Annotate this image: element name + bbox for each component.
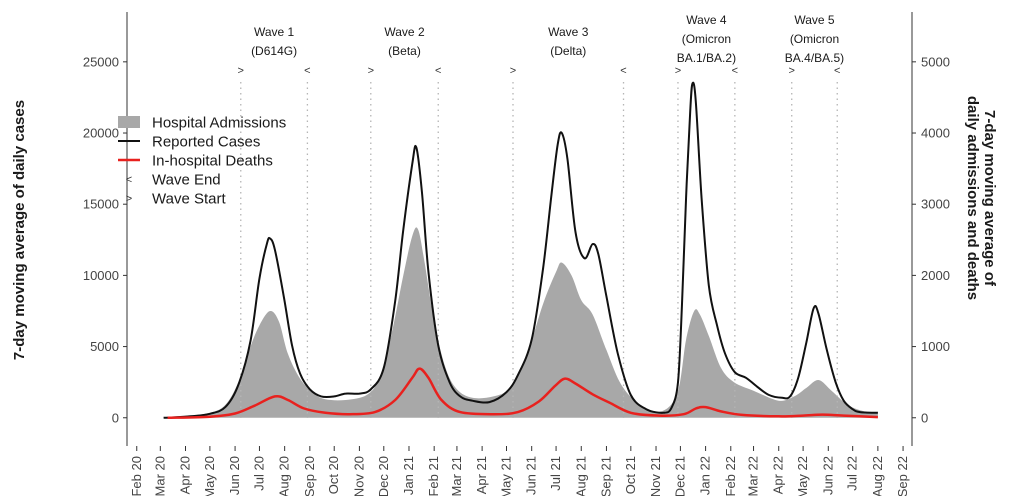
legend-wave-start-symbol: > xyxy=(126,193,132,205)
y2-tick-label: 3000 xyxy=(921,197,950,212)
x-tick-label: Jun 20 xyxy=(227,456,242,495)
series-in-hospital-deaths-line xyxy=(167,367,878,420)
x-tick-label: Jul 20 xyxy=(252,456,267,491)
x-tick-label: Sep 21 xyxy=(599,456,614,496)
y-tick-label: 0 xyxy=(112,410,119,425)
wave-3-label: Wave 3 xyxy=(548,25,589,39)
y2-axis-title-line: 7-day moving average of xyxy=(981,110,998,287)
wave-1-label: Wave 1 xyxy=(254,25,295,39)
x-tick-label: Mar 20 xyxy=(152,456,167,496)
x-tick-label: Aug 21 xyxy=(573,456,588,496)
wave-guides-layer: > < > < > < > < > < xyxy=(238,65,840,418)
wave-labels-layer: Wave 1 (D614G) Wave 2 (Beta) Wave 3 (Delta) Wa… xyxy=(251,13,844,65)
y-tick-label: 10000 xyxy=(83,268,119,283)
wave-4-label: BA.1/BA.2) xyxy=(677,51,736,65)
legend-wave-end-symbol: < xyxy=(126,174,132,186)
y-tick-label: 5000 xyxy=(90,339,119,354)
x-tick-label: May 22 xyxy=(795,456,810,496)
x-tick-label: Jan 22 xyxy=(698,456,713,495)
x-tick-label: May 20 xyxy=(202,456,217,496)
legend-hospital-admissions-label: Hospital Admissions xyxy=(152,115,286,132)
y2-tick-label: 4000 xyxy=(921,126,950,141)
wave-5-label: BA.4/BA.5) xyxy=(785,51,844,65)
y-axis-title: 7-day moving average of daily cases xyxy=(11,100,28,360)
legend-hospital-admissions-swatch xyxy=(118,116,140,128)
x-tick-label: Jun 21 xyxy=(524,456,539,495)
x-tick-label: Aug 20 xyxy=(277,456,292,496)
wave-4-end-marker: < xyxy=(732,65,738,77)
x-tick-label: Feb 20 xyxy=(129,456,144,496)
wave-1-start-marker: > xyxy=(238,65,244,77)
wave-1-label: (D614G) xyxy=(251,44,297,58)
x-tick-label: Feb 22 xyxy=(723,456,738,496)
x-tick-label: Oct 21 xyxy=(623,456,638,494)
wave-5-start-marker: > xyxy=(789,65,795,77)
wave-5-label: Wave 5 xyxy=(794,13,835,27)
wave-4-start-marker: > xyxy=(675,65,681,77)
x-tick-label: Sep 20 xyxy=(302,456,317,496)
line-series-layer xyxy=(163,81,878,420)
y-tick-label: 20000 xyxy=(83,126,119,141)
x-tick-label: Jan 21 xyxy=(401,456,416,495)
x-tick-label: Dec 21 xyxy=(672,456,687,496)
y2-tick-label: 5000 xyxy=(921,54,950,69)
legend: Hospital Admissions Reported Cases In-hosp… xyxy=(118,115,286,208)
wave-2-label: (Beta) xyxy=(388,44,421,58)
x-tick-label: Jul 22 xyxy=(845,456,860,491)
wave-4-label: Wave 4 xyxy=(686,13,727,27)
wave-2-end-marker: < xyxy=(435,65,441,77)
y2-axis-title-line: daily admissions and deaths xyxy=(964,96,981,300)
series-hospital-admissions-area xyxy=(167,227,878,418)
legend-reported-cases-label: Reported Cases xyxy=(152,134,260,151)
x-tick-label: Jun 22 xyxy=(820,456,835,495)
x-tick-label: May 21 xyxy=(499,456,514,496)
legend-wave-start-label: Wave Start xyxy=(152,191,226,208)
y-tick-label: 15000 xyxy=(83,197,119,212)
x-tick-label: Apr 21 xyxy=(474,456,489,494)
x-tick-label: Nov 20 xyxy=(351,456,366,496)
wave-3-end-marker: < xyxy=(620,65,626,77)
wave-1-end-marker: < xyxy=(304,65,310,77)
wave-5-label: (Omicron xyxy=(790,32,839,46)
series-reported-cases-line xyxy=(163,81,878,419)
legend-in-hospital-deaths-label: In-hospital Deaths xyxy=(152,153,273,170)
legend-wave-end-label: Wave End xyxy=(152,172,221,189)
y2-tick-label: 2000 xyxy=(921,268,950,283)
wave-4-label: (Omicron xyxy=(682,32,731,46)
wave-2-start-marker: > xyxy=(368,65,374,77)
x-tick-label: Apr 20 xyxy=(178,456,193,494)
x-tick-label: Jul 21 xyxy=(548,456,563,491)
x-tick-label: Oct 20 xyxy=(326,456,341,494)
x-tick-label: Mar 22 xyxy=(746,456,761,496)
hospital-admissions-layer xyxy=(167,227,878,418)
x-tick-label: Sep 22 xyxy=(895,456,910,496)
x-tick-label: Nov 21 xyxy=(648,456,663,496)
y2-tick-label: 0 xyxy=(921,410,928,425)
wave-3-label: (Delta) xyxy=(550,44,586,58)
x-tick-label: Apr 22 xyxy=(771,456,786,494)
x-tick-label: Feb 21 xyxy=(426,456,441,496)
x-tick-label: Aug 22 xyxy=(870,456,885,496)
wave-2-label: Wave 2 xyxy=(384,25,425,39)
wave-5-end-marker: < xyxy=(834,65,840,77)
wave-3-start-marker: > xyxy=(510,65,516,77)
y2-tick-label: 1000 xyxy=(921,339,950,354)
x-tick-label: Dec 20 xyxy=(376,456,391,496)
y2-axis-title: 7-day moving average ofdaily admissions … xyxy=(964,96,998,300)
axes-layer: 0 5000 10000 15000 20000 25000 0 1000 2000 3000 40… xyxy=(83,12,950,496)
y-tick-label: 25000 xyxy=(83,54,119,69)
x-tick-label: Mar 21 xyxy=(449,456,464,496)
